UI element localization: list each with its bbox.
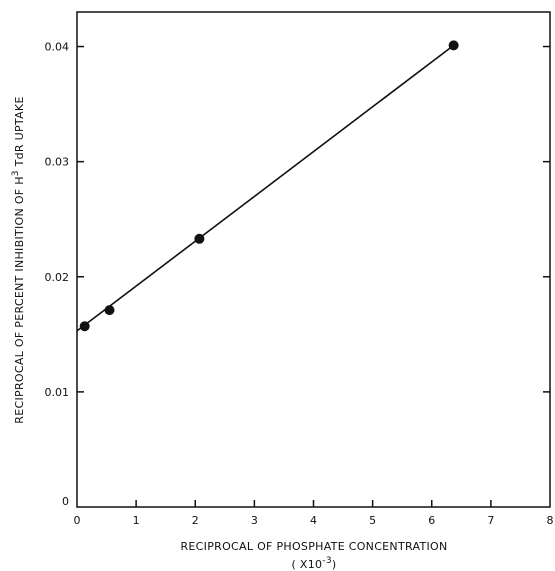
data-point [448,40,459,51]
x-tick-label: 7 [487,514,494,527]
x-tick-label: 8 [547,514,554,527]
x-tick-label: 0 [74,514,81,527]
x-axis-units-close: ) [332,558,337,571]
x-axis-title: RECIPROCAL OF PHOSPHATE CONCENTRATION [180,540,447,553]
x-tick-label: 2 [192,514,199,527]
plot-frame [76,11,551,508]
x-tick-label: 5 [369,514,376,527]
y-axis-ticks: 0 0.01 0.02 0.03 0.04 [45,41,550,508]
y-axis-title-superscript: 3 [11,170,21,176]
y-axis-title-prefix: RECIPROCAL OF PERCENT INHIBITION OF H [13,176,26,424]
x-axis-units: ( X10-3) [292,556,337,571]
data-point [104,305,115,316]
x-axis-units-exponent: -3 [322,556,332,566]
x-tick-label: 3 [251,514,258,527]
y-tick-label: 0 [62,495,69,508]
y-axis-title-suffix: TdR UPTAKE [13,96,26,170]
data-points [79,40,459,332]
y-axis-title: RECIPROCAL OF PERCENT INHIBITION OF H3 T… [11,96,26,423]
x-axis-ticks: 0 1 2 3 4 5 6 7 8 [74,500,554,527]
fit-line [76,44,455,332]
x-tick-label: 1 [133,514,140,527]
x-tick-label: 4 [310,514,317,527]
data-point [194,233,205,244]
y-tick-label: 0.01 [45,386,70,399]
fit-line-layer [76,44,455,332]
y-tick-label: 0.02 [45,271,70,284]
y-tick-label: 0.03 [45,156,70,169]
x-axis-units-prefix: ( X10 [292,558,323,571]
data-point [79,321,90,332]
y-tick-label: 0.04 [45,41,70,54]
x-tick-label: 6 [428,514,435,527]
